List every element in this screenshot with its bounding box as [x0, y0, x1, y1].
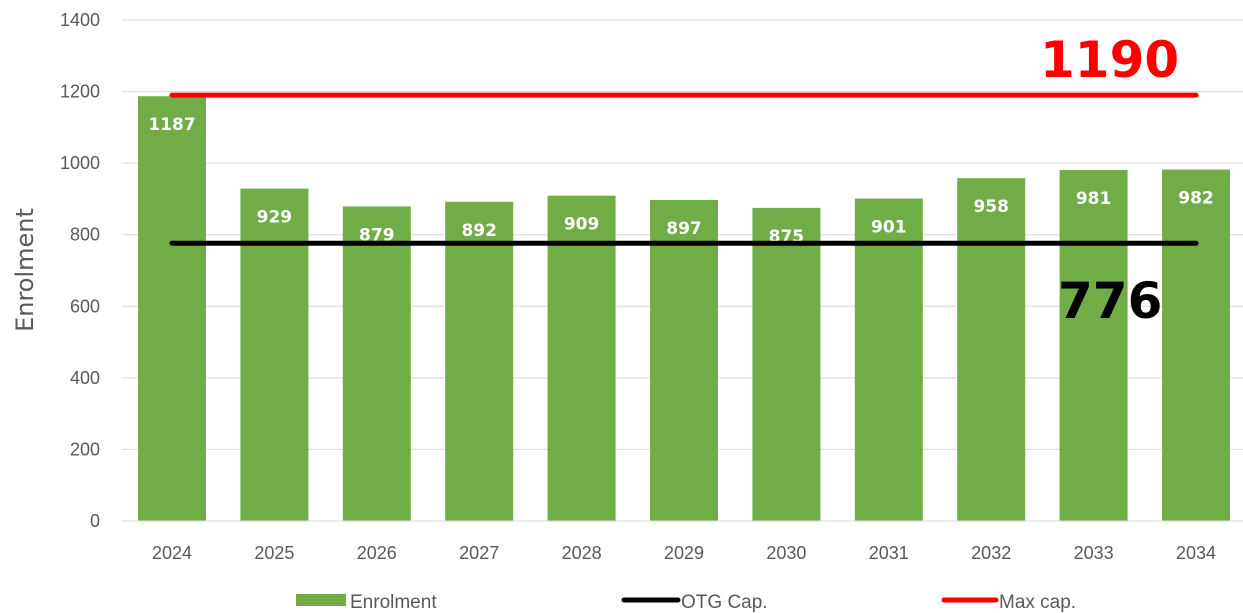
x-tick-label: 2029 — [664, 543, 704, 563]
data-label: 982 — [1178, 189, 1214, 209]
x-tick-label: 2033 — [1074, 543, 1114, 563]
legend-label-enrolment: Enrolment — [350, 592, 437, 613]
y-tick-label: 1200 — [60, 82, 100, 102]
data-label: 879 — [359, 225, 395, 245]
x-tick-label: 2026 — [357, 543, 397, 563]
bar — [957, 178, 1026, 521]
max-cap-annotation: 1190 — [1040, 31, 1179, 89]
bar — [547, 195, 616, 521]
data-label: 981 — [1076, 189, 1112, 209]
data-label: 929 — [257, 208, 293, 228]
capacity-lines — [169, 92, 1199, 246]
x-tick-label: 2034 — [1176, 543, 1216, 563]
data-label: 958 — [973, 197, 1009, 217]
y-tick-label: 600 — [70, 296, 100, 316]
y-tick-label: 1400 — [60, 10, 100, 30]
data-label: 909 — [564, 215, 600, 235]
data-label: 892 — [461, 221, 497, 241]
x-tick-label: 2027 — [459, 543, 499, 563]
legend: Enrolment OTG Cap. Max cap. — [296, 592, 1076, 613]
y-axis-title: Enrolment — [11, 208, 39, 332]
bar — [752, 207, 821, 521]
x-tick-label: 2024 — [152, 543, 192, 563]
bar — [854, 198, 923, 521]
y-tick-label: 200 — [70, 439, 100, 459]
x-tick-label: 2032 — [971, 543, 1011, 563]
bar — [445, 201, 514, 521]
legend-swatch-enrolment — [296, 594, 346, 606]
data-label: 901 — [871, 218, 907, 238]
data-label: 897 — [666, 219, 702, 239]
bar — [342, 206, 411, 521]
otg-cap-annotation: 776 — [1058, 272, 1162, 330]
x-axis: 2024 2025 2026 2027 2028 2029 2030 2031 2032 2033… — [122, 520, 1243, 563]
x-tick-label: 2025 — [254, 543, 294, 563]
y-tick-label: 1000 — [60, 153, 100, 173]
bar — [138, 96, 206, 521]
x-tick-label: 2030 — [766, 543, 806, 563]
legend-label-max: Max cap. — [999, 592, 1076, 613]
bar — [1162, 169, 1230, 521]
bar — [650, 200, 718, 521]
legend-label-otg: OTG Cap. — [681, 592, 768, 613]
y-axis: 0 200 400 600 800 1000 1200 1400 — [60, 10, 100, 531]
y-tick-label: 400 — [70, 368, 100, 388]
data-label: 1187 — [148, 115, 195, 135]
x-tick-label: 2028 — [562, 543, 602, 563]
y-tick-label: 0 — [90, 511, 100, 531]
bar — [1059, 169, 1128, 521]
bar — [240, 188, 309, 521]
x-tick-label: 2031 — [869, 543, 909, 563]
y-tick-label: 800 — [70, 225, 100, 245]
